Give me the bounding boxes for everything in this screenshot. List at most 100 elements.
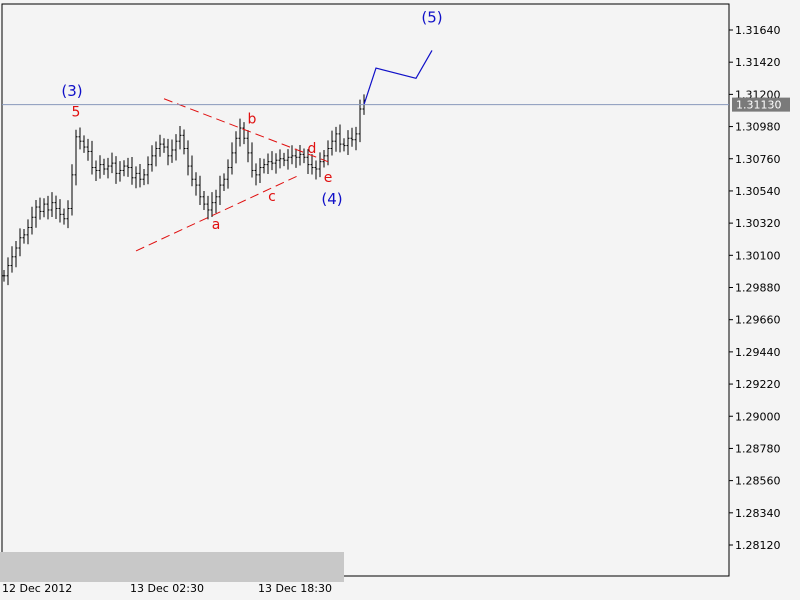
ohlc-bar [310,154,314,175]
price-tick-label: 1.30980 [735,121,781,134]
ohlc-bar [346,130,350,155]
ohlc-bar [322,149,326,168]
ohlc-bar [54,195,58,220]
ohlc-bar [214,189,218,214]
triangle-boundary-line[interactable] [163,98,329,163]
ohlc-bar [50,192,54,217]
ohlc-bar [170,139,174,163]
time-tick-label: 13 Dec 18:30 [258,582,332,595]
ohlc-bar [242,122,246,145]
ohlc-bar [14,240,18,268]
ohlc-bar [334,126,338,152]
ohlc-bar [254,163,258,186]
ohlc-bar [66,200,70,229]
annotation-lines [135,50,433,252]
price-tick-label: 1.30100 [735,249,781,262]
ohlc-bar [90,140,94,175]
ohlc-bar [18,228,22,257]
ohlc-bar [30,206,34,235]
ohlc-bar [314,160,318,180]
ohlc-bar [178,125,182,150]
price-tick-label: 1.29440 [735,346,781,359]
ohlc-bar [258,158,262,184]
ohlc-bar [274,153,278,174]
ohlc-bar [166,138,170,166]
ohlc-bar [226,159,230,189]
ohlc-bar [198,175,202,205]
ohlc-bar [6,257,10,286]
time-axis: 12 Dec 2012 13 Dec 02:30 13 Dec 18:30 [2,576,332,595]
ohlc-bar [266,153,270,174]
ohlc-bar [138,164,142,188]
ohlc-bar [42,198,46,218]
ohlc-bar [106,157,110,179]
price-tick-label: 1.29000 [735,410,781,423]
price-tick-label: 1.28340 [735,507,781,520]
ohlc-bar [46,195,50,220]
price-tick-label: 1.31420 [735,56,781,69]
wave-label: (4) [321,190,342,208]
ohlc-bar [338,124,342,153]
wave-label: d [308,141,317,157]
ohlc-bar [210,192,214,217]
current-price-marker: 1.31130 [2,97,790,112]
overlay-panel [0,552,344,582]
price-tick-label: 1.29220 [735,378,781,391]
ohlc-bar [142,168,146,186]
ohlc-bar [110,152,114,174]
ohlc-bar [34,200,38,228]
wave-5-projection-line[interactable] [363,50,433,105]
ohlc-bar [126,157,130,177]
ohlc-bar [86,138,90,161]
ohlc-bar [350,127,354,147]
ohlc-bar [262,158,266,174]
ohlc-bar [130,156,134,185]
ohlc-bar [326,140,330,166]
time-tick-label: 13 Dec 02:30 [130,582,204,595]
ohlc-bar [218,175,222,205]
ohlc-bar [238,118,242,147]
price-tick-label: 1.29880 [735,282,781,295]
price-tick-label: 1.30320 [735,217,781,230]
ohlc-bar [202,190,206,210]
ohlc-bar [190,155,194,187]
ohlc-bar [278,149,282,169]
price-tick-label: 1.28780 [735,442,781,455]
ohlc-bar [358,99,362,143]
ohlc-bar [78,127,82,150]
current-price-badge [732,97,790,112]
ohlc-bar [330,130,334,156]
time-tick-label: 12 Dec 2012 [2,582,72,595]
ohlc-bar [158,134,162,157]
ohlc-bar [230,142,234,175]
ohlc-bar [62,208,66,225]
ohlc-bar [2,269,6,282]
ohlc-bar [282,152,286,167]
wave-label: b [248,112,257,128]
ohlc-bars [2,94,366,286]
ohlc-bar [182,129,186,155]
price-tick-label: 1.28560 [735,475,781,488]
wave-label: a [212,217,221,233]
ohlc-bar [22,228,26,244]
ohlc-bar [186,140,190,176]
wave-label: (3) [61,82,82,100]
ohlc-bar [318,152,322,178]
ohlc-bar [98,155,102,179]
ohlc-bar [246,130,250,163]
ohlc-bar [298,144,302,166]
ohlc-bar [134,166,138,189]
ohlc-bar [38,197,42,220]
price-axis: 1.316401.314201.312001.309801.307601.305… [729,24,781,552]
wave-label: (5) [421,9,442,27]
current-price-label: 1.31130 [736,99,782,112]
ohlc-bar [174,134,178,161]
ohlc-bar [354,126,358,151]
ohlc-bar [234,131,238,164]
chart-plot-area [1,3,730,577]
ohlc-bar [290,145,294,165]
triangle-boundary-line[interactable] [135,174,301,252]
price-tick-label: 1.30540 [735,185,781,198]
